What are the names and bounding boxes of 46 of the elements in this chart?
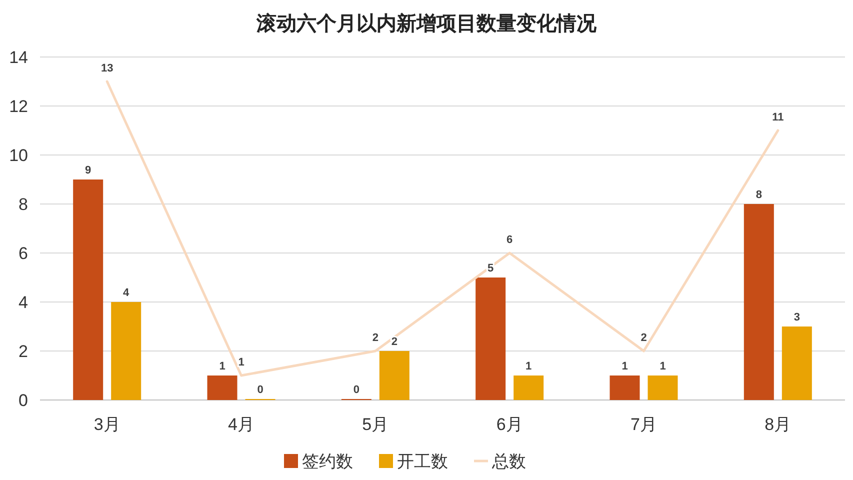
- data-label: 2: [640, 332, 647, 344]
- bar: [379, 351, 410, 400]
- data-label: 8: [756, 189, 762, 201]
- data-label: 5: [488, 262, 494, 274]
- y-tick-label: 14: [9, 48, 28, 67]
- data-label: 11: [772, 112, 784, 124]
- bar: [610, 376, 640, 400]
- x-tick-label: 8月: [764, 415, 792, 434]
- data-label: 3: [794, 312, 800, 324]
- data-label: 1: [622, 360, 628, 372]
- bar: [782, 326, 812, 400]
- x-tick-label: 4月: [228, 415, 254, 434]
- data-label: 4: [123, 287, 130, 299]
- data-label: 6: [506, 234, 513, 246]
- x-tick-label: 7月: [630, 415, 657, 434]
- bar: [476, 278, 506, 400]
- y-tick-label: 6: [18, 244, 28, 263]
- y-tick-label: 2: [18, 342, 28, 361]
- legend-label: 总数: [491, 452, 526, 471]
- data-label: 1: [526, 360, 532, 372]
- bar: [648, 376, 678, 400]
- x-tick-label: 6月: [496, 415, 523, 434]
- data-label: 1: [660, 360, 666, 372]
- data-label: 2: [372, 332, 378, 344]
- data-label: 0: [257, 384, 264, 396]
- data-label: 1: [238, 356, 244, 368]
- y-tick-label: 12: [9, 97, 28, 116]
- bar: [207, 376, 238, 400]
- bar: [73, 180, 104, 400]
- bar: [514, 376, 544, 400]
- data-label: 0: [353, 384, 360, 396]
- x-tick-label: 5月: [362, 415, 389, 434]
- y-tick-label: 10: [9, 146, 28, 165]
- data-label: 1: [219, 360, 226, 372]
- bar: [111, 302, 142, 400]
- legend-label: 签约数: [302, 452, 353, 471]
- data-label: 2: [391, 336, 398, 348]
- y-tick-label: 4: [18, 293, 28, 312]
- data-label: 13: [100, 62, 114, 74]
- x-tick-label: 3月: [94, 415, 120, 434]
- y-tick-label: 8: [18, 195, 28, 214]
- bar: [744, 204, 774, 400]
- legend-label: 开工数: [397, 452, 448, 471]
- y-tick-label: 0: [18, 391, 28, 410]
- chart-title: 滚动六个月以内新增项目数量变化情况: [256, 12, 598, 35]
- data-label: 9: [85, 164, 92, 176]
